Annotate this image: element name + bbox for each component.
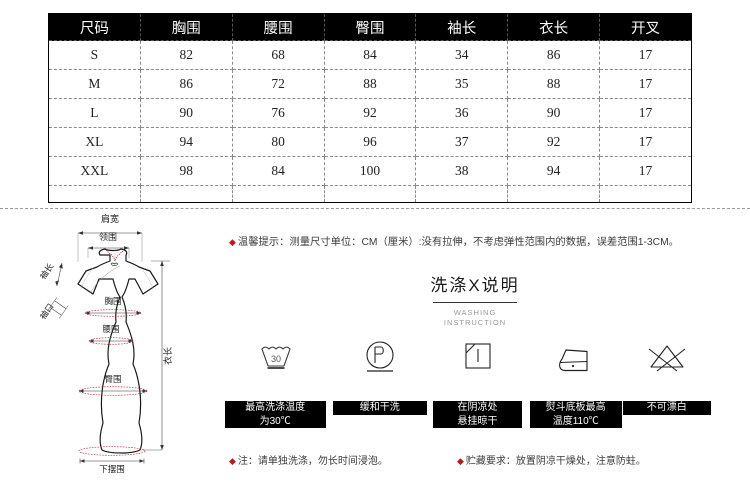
svg-text:下摆围: 下摆围 bbox=[99, 464, 125, 474]
svg-text:肩宽: 肩宽 bbox=[101, 213, 119, 224]
svg-text:30: 30 bbox=[271, 354, 281, 364]
svg-text:腰围: 腰围 bbox=[102, 324, 119, 334]
svg-text:袖长: 袖长 bbox=[40, 261, 56, 281]
svg-text:领围: 领围 bbox=[99, 231, 117, 242]
svg-text:袖口: 袖口 bbox=[40, 301, 56, 321]
svg-text:胸围: 胸围 bbox=[104, 296, 121, 306]
